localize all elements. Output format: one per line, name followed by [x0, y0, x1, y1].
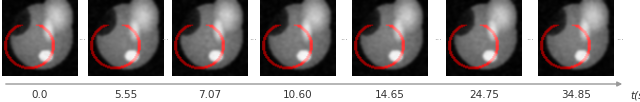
Text: 0.0: 0.0 [32, 90, 48, 100]
Text: ...: ... [249, 33, 257, 43]
Text: ...: ... [161, 33, 169, 43]
Text: t(s): t(s) [630, 90, 640, 100]
Text: 7.07: 7.07 [198, 90, 221, 100]
Text: 14.65: 14.65 [375, 90, 405, 100]
Text: 34.85: 34.85 [561, 90, 591, 100]
Text: ...: ... [526, 33, 534, 43]
Text: ...: ... [434, 33, 442, 43]
Text: ...: ... [340, 33, 348, 43]
FancyArrowPatch shape [6, 82, 621, 86]
Text: 5.55: 5.55 [115, 90, 138, 100]
Text: ...: ... [78, 33, 86, 43]
Text: 10.60: 10.60 [283, 90, 313, 100]
Text: ...: ... [616, 33, 624, 43]
Text: 24.75: 24.75 [469, 90, 499, 100]
